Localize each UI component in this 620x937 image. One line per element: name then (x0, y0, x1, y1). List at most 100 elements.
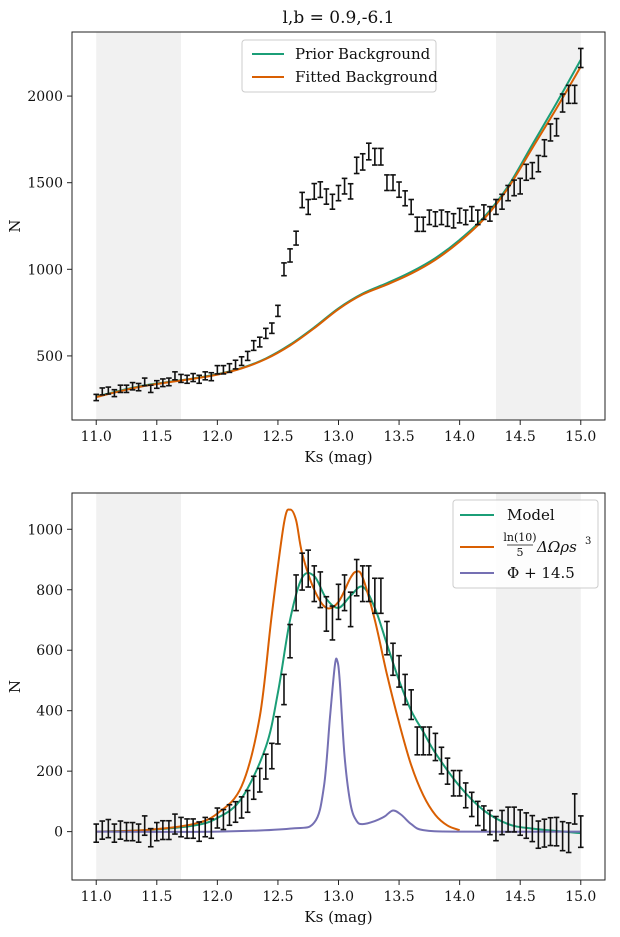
bottom-series-ln-10-5-s-line (96, 508, 460, 833)
top-data-point (317, 181, 324, 199)
bottom-data-point (141, 815, 148, 837)
bottom-data-point (281, 673, 287, 706)
bottom-data-point (220, 808, 227, 831)
top-data-point (553, 117, 560, 137)
bottom-data-point (129, 821, 136, 842)
bottom-data-point (153, 821, 160, 842)
bottom-series-14-5-line (96, 657, 581, 833)
bottom-data-point (287, 623, 293, 659)
top-data-point (111, 388, 118, 398)
top-data-point (523, 163, 530, 182)
legend-density-frac-numerator: ln(10) (503, 531, 536, 544)
top-data-point (238, 355, 245, 367)
top-data-point (263, 327, 269, 340)
top-data-point (105, 386, 112, 395)
bottom-data-point (299, 552, 305, 591)
top-data-point (511, 179, 517, 197)
top-shaded-region-0 (96, 32, 182, 420)
bottom-x-tick-label: 14.5 (505, 889, 536, 905)
bottom-data-point (396, 654, 402, 688)
top-shaded-regions (96, 32, 581, 420)
bottom-y-axis-label: N (6, 680, 24, 693)
bottom-data-point (105, 818, 112, 839)
bottom-x-tick-label: 13.0 (323, 889, 354, 905)
top-data-point (293, 230, 299, 246)
top-data-point (365, 142, 372, 161)
top-y-tick-label: 2000 (27, 89, 63, 105)
bottom-data-point (553, 816, 560, 847)
legend-density-label: ln(10) 5 ΔΩρs 3 (503, 531, 591, 559)
bottom-data-point (160, 819, 166, 841)
bottom-data-point (323, 595, 330, 632)
legend-model-label: Model (507, 506, 555, 524)
top-data-point (529, 161, 536, 180)
top-data-point (220, 364, 227, 375)
top-data-point (287, 248, 293, 263)
bottom-data-point (523, 812, 530, 840)
bottom-data-point (408, 689, 414, 721)
top-x-ticks: 11.0 11.5 12.0 12.5 13.0 13.5 14.0 14.5 15.0 (81, 420, 596, 445)
top-data-point (378, 147, 384, 166)
bottom-data-point (172, 813, 178, 835)
bottom-data-point (468, 791, 475, 818)
top-data-point (347, 182, 354, 200)
bottom-data-point (384, 620, 390, 656)
top-data-point (359, 152, 366, 171)
bottom-shaded-region-0 (96, 493, 182, 880)
top-data-point (571, 84, 578, 105)
top-data-point (517, 177, 524, 195)
top-data-point (353, 156, 360, 175)
bottom-x-axis-label: Ks (mag) (304, 908, 372, 926)
bottom-data-point (123, 821, 130, 842)
top-data-point (93, 393, 100, 402)
bottom-data-point (378, 577, 384, 615)
top-x-tick-label: 11.0 (81, 429, 112, 445)
top-data-point (166, 377, 172, 387)
top-y-ticks: 500 1000 1500 2000 (27, 89, 72, 365)
top-data-point (541, 138, 548, 158)
top-data-point (208, 371, 215, 382)
bottom-data-point (517, 809, 524, 837)
bottom-data-point (414, 726, 421, 756)
bottom-data-point (93, 823, 100, 844)
bottom-data-point (178, 816, 184, 838)
bottom-data-point (305, 549, 312, 588)
bottom-data-point (117, 820, 124, 840)
bottom-data-point (269, 742, 275, 770)
bottom-panel: 11.0 11.5 12.0 12.5 13.0 13.5 14.0 14.5 15.0 0 20… (6, 492, 606, 926)
bottom-data-point (311, 565, 318, 603)
bottom-data-point (511, 806, 517, 833)
bottom-data-point (214, 807, 221, 829)
bottom-data-point (565, 822, 572, 854)
bottom-x-tick-label: 12.0 (202, 889, 233, 905)
top-data-point (384, 174, 390, 192)
bottom-legend: Model ln(10) 5 ΔΩρs 3 Φ + 14.5 (452, 499, 599, 589)
bottom-x-tick-label: 12.5 (262, 889, 293, 905)
top-x-tick-label: 12.5 (262, 429, 293, 445)
top-data-point (160, 378, 166, 388)
bottom-data-point (341, 574, 348, 612)
bottom-x-tick-label: 11.0 (81, 889, 112, 905)
legend-fitted-background-label: Fitted Background (295, 68, 438, 86)
bottom-data-point (329, 605, 336, 641)
legend-density-main: ΔΩρs (536, 538, 577, 556)
bottom-legend-box (452, 499, 599, 589)
bottom-y-tick-label: 200 (36, 764, 63, 780)
top-data-point (444, 210, 451, 228)
bottom-data-point (541, 818, 548, 848)
top-legend-box (241, 39, 437, 93)
top-data-point (153, 379, 160, 390)
top-shaded-region-1 (495, 32, 581, 420)
bottom-y-tick-label: 1000 (27, 522, 63, 538)
legend-density-superscript: 3 (585, 536, 591, 547)
bottom-data-point (462, 782, 469, 809)
bottom-y-tick-label: 400 (36, 704, 63, 720)
bottom-data-point (196, 821, 202, 843)
top-data-point (559, 93, 566, 113)
bottom-data-point (456, 769, 463, 797)
top-data-point (269, 322, 275, 335)
top-data-point (438, 209, 445, 226)
top-data-point (475, 209, 481, 226)
top-x-tick-label: 11.5 (141, 429, 172, 445)
top-panel: 11.0 11.5 12.0 12.5 13.0 13.5 14.0 14.5 15.0 500… (6, 8, 606, 466)
